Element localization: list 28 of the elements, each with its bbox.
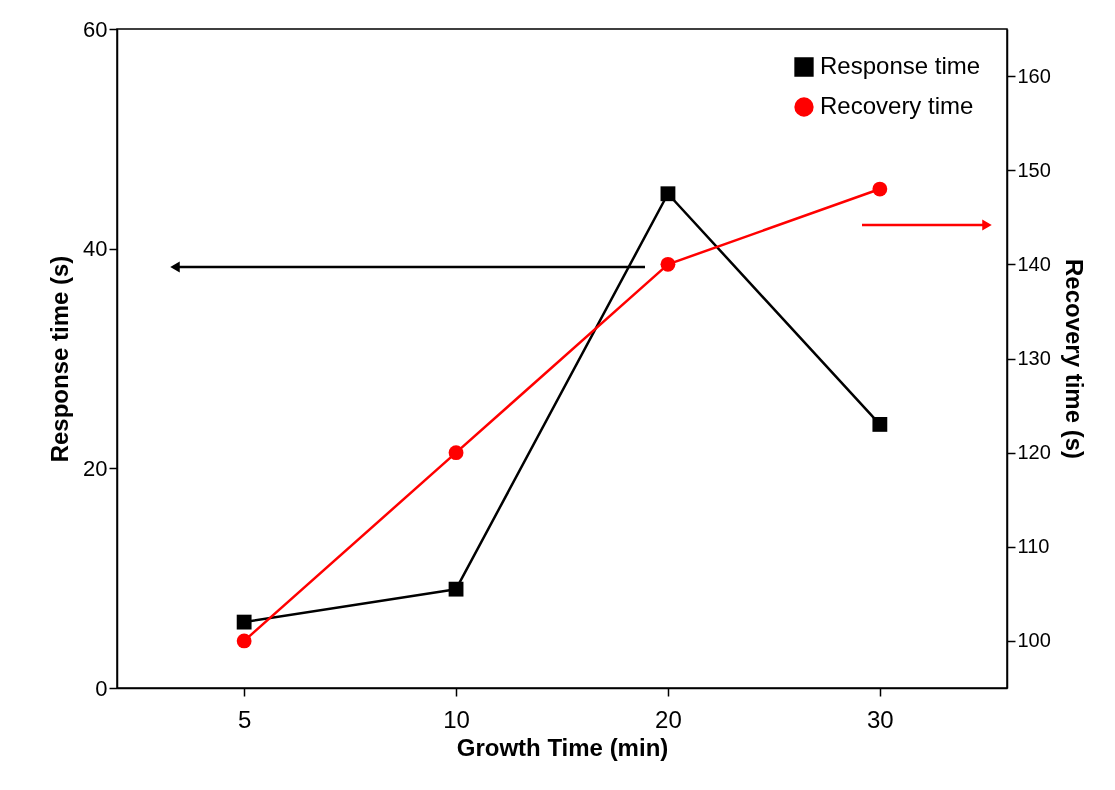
y2-tick-label: 140	[1017, 252, 1051, 275]
x-tick-label: 30	[867, 705, 894, 733]
y2-tick-label: 130	[1017, 347, 1051, 369]
point	[448, 445, 464, 461]
x-tick-label: 10	[443, 705, 470, 733]
y2-tick-label: 110	[1017, 535, 1050, 558]
legend-label: Response time	[820, 52, 981, 79]
y-tick-label: 0	[95, 675, 108, 701]
y2-tick-label: 100	[1017, 629, 1051, 652]
y-axis-title: Response time (s)	[46, 255, 74, 463]
x-tick-label: 20	[655, 705, 682, 733]
y2-tick-label: 120	[1017, 441, 1051, 464]
point	[236, 614, 252, 630]
point	[448, 581, 464, 597]
point	[872, 416, 888, 432]
x-axis-title: Growth Time (min)	[456, 733, 669, 761]
y-tick-label: 20	[83, 455, 108, 481]
legend-label: Recovery time	[820, 92, 974, 119]
y2-tick-label: 160	[1017, 64, 1051, 87]
x-tick-label: 5	[237, 705, 252, 733]
point	[236, 633, 252, 649]
y-tick-label: 40	[83, 236, 108, 262]
point	[660, 186, 676, 202]
point	[660, 256, 676, 272]
y2-tick-label: 150	[1017, 158, 1051, 181]
y2-axis-title: Recovery time (s)	[1060, 258, 1088, 460]
point	[872, 181, 888, 197]
y-tick-label: 60	[83, 16, 108, 42]
